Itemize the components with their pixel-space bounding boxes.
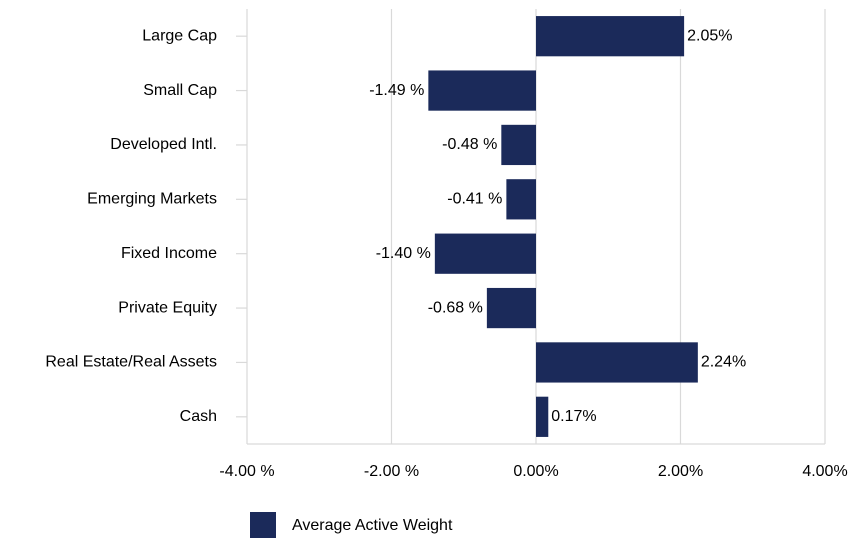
data-label: -1.49 % <box>369 82 424 99</box>
data-label: -0.68 % <box>428 299 483 316</box>
data-label: 0.17% <box>551 408 596 425</box>
legend-label: Average Active Weight <box>292 517 453 534</box>
bar <box>428 70 536 111</box>
data-label: -0.41 % <box>447 191 502 208</box>
data-label: -1.40 % <box>376 245 431 262</box>
bar <box>536 16 685 57</box>
x-tick-label: 0.00% <box>513 463 558 480</box>
bar <box>506 179 536 220</box>
legend-swatch <box>250 512 276 538</box>
bar <box>486 287 536 329</box>
y-tick-label: Private Equity <box>118 299 217 316</box>
bar <box>434 233 536 274</box>
data-label: -0.48 % <box>442 136 497 153</box>
y-tick-label: Small Cap <box>143 82 217 99</box>
y-tick-label: Fixed Income <box>121 245 217 262</box>
x-tick-label: 4.00% <box>802 463 847 480</box>
data-label: 2.24% <box>701 354 746 371</box>
bar <box>501 124 536 166</box>
y-tick-label: Real Estate/Real Assets <box>45 354 217 371</box>
x-tick-label: 2.00% <box>658 463 703 480</box>
bar <box>536 396 549 437</box>
x-tick-label: -4.00 % <box>219 463 274 480</box>
y-tick-label: Cash <box>180 408 217 425</box>
y-tick-label: Developed Intl. <box>110 136 217 153</box>
bar <box>536 342 698 383</box>
y-tick-label: Large Cap <box>142 27 217 44</box>
x-tick-label: -2.00 % <box>364 463 419 480</box>
data-label: 2.05% <box>687 27 732 44</box>
y-tick-label: Emerging Markets <box>87 191 217 208</box>
